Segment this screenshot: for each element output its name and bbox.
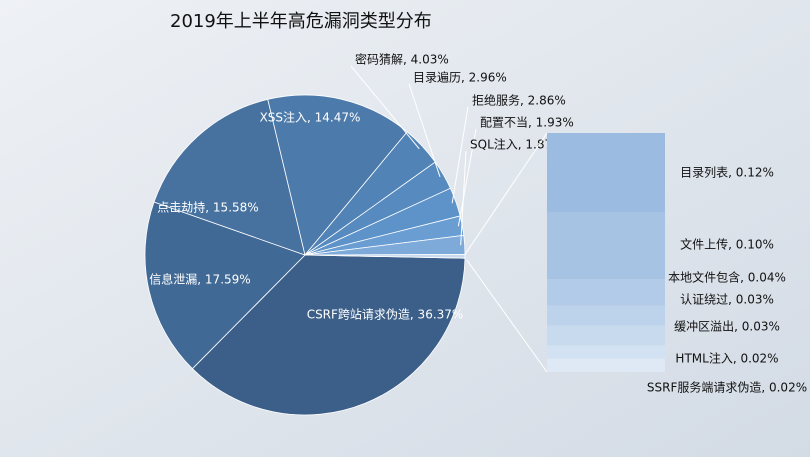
- bar-label: SSRF服务端请求伪造, 0.02%: [647, 380, 807, 395]
- bar-segment: [547, 305, 665, 326]
- slice-label: XSS注入, 14.47%: [260, 110, 361, 125]
- leader-line: [460, 150, 467, 246]
- connector: [464, 132, 548, 255]
- slice-label: SQL注入, 1.87%: [470, 137, 564, 152]
- slice-label: 拒绝服务, 2.86%: [472, 93, 566, 108]
- bar-segment: [547, 212, 665, 280]
- slice-label: 配置不当, 1.93%: [480, 116, 574, 130]
- chart-title: 2019年上半年高危漏洞类型分布: [170, 11, 432, 32]
- slice-label: 密码猜解, 4.03%: [355, 52, 449, 67]
- bar-segment: [547, 133, 665, 213]
- slice-label: 信息泄漏, 17.59%: [149, 272, 250, 287]
- bar-segment: [547, 279, 665, 306]
- bar-label: 缓冲区溢出, 0.03%: [674, 319, 780, 334]
- bar-label: 认证绕过, 0.03%: [680, 293, 774, 307]
- bar-segment: [547, 345, 665, 359]
- pie-slice: [153, 98, 306, 256]
- pie-slice: [144, 201, 306, 370]
- pie-slice-other: [304, 254, 466, 259]
- bar-label: 目录列表, 0.12%: [680, 166, 774, 180]
- slice-label: 点击劫持, 15.58%: [157, 200, 258, 215]
- pie-slice: [191, 254, 466, 416]
- connector: [466, 259, 548, 373]
- bar-label: 本地文件包含, 0.04%: [668, 270, 786, 285]
- leader-line: [350, 65, 420, 150]
- bar-label: HTML注入, 0.02%: [675, 351, 778, 366]
- bar-label: 文件上传, 0.10%: [680, 237, 774, 252]
- pie-slice: [267, 94, 408, 256]
- leader-line: [408, 83, 441, 177]
- slice-label: 目录遍历, 2.96%: [413, 71, 507, 85]
- leader-line: [457, 128, 477, 227]
- bar-segment: [547, 358, 665, 372]
- slice-label: CSRF跨站请求伪造, 36.37%: [307, 308, 464, 322]
- bar-segment: [547, 325, 665, 346]
- leader-line: [451, 106, 469, 204]
